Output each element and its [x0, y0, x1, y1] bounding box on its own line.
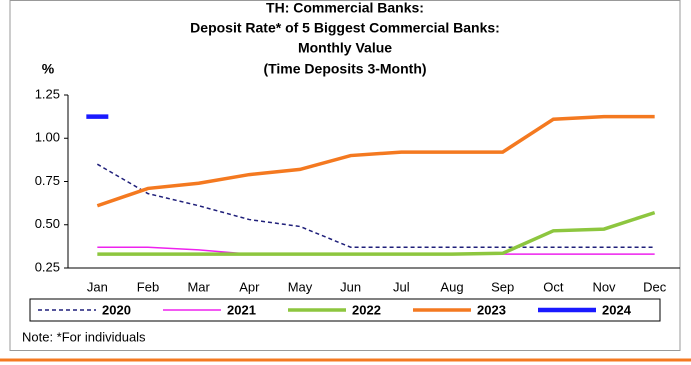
- x-tick-label: Sep: [491, 279, 514, 294]
- legend-label: 2023: [477, 302, 506, 317]
- x-tick-label: Jul: [393, 279, 410, 294]
- note: Note: *For individuals: [22, 329, 146, 344]
- x-tick-label: May: [288, 279, 313, 294]
- legend-label: 2021: [227, 302, 256, 317]
- y-tick-label: 1.00: [35, 130, 60, 145]
- chart-title: TH: Commercial Banks:: [266, 0, 424, 16]
- chart-title: Deposit Rate* of 5 Biggest Commercial Ba…: [190, 20, 500, 36]
- x-tick-label: Jun: [340, 279, 361, 294]
- series-line: [96, 163, 655, 248]
- chart-title: Monthly Value: [298, 40, 392, 56]
- x-tick-label: Feb: [137, 279, 159, 294]
- legend-label: 2024: [602, 302, 632, 317]
- y-tick-label: 0.75: [35, 173, 60, 188]
- y-tick-label: 0.50: [35, 216, 60, 231]
- chart-title: (Time Deposits 3-Month): [263, 61, 426, 77]
- series-line: [97, 210, 656, 256]
- x-tick-label: Nov: [592, 279, 616, 294]
- x-tick-label: Dec: [643, 279, 667, 294]
- legend-box: [29, 298, 661, 322]
- series-line: [96, 114, 655, 208]
- x-tick-label: Mar: [187, 279, 210, 294]
- legend-label: 2020: [102, 302, 131, 317]
- y-tick-label: 0.25: [35, 259, 60, 274]
- frame: [9, 0, 681, 351]
- y-axis-label: %: [42, 61, 55, 77]
- legend-label: 2022: [352, 302, 381, 317]
- x-tick-label: Oct: [543, 279, 564, 294]
- x-tick-label: Aug: [440, 279, 463, 294]
- x-tick-label: Jan: [87, 279, 108, 294]
- x-tick-label: Apr: [239, 279, 260, 294]
- y-tick-label: 1.25: [35, 86, 60, 101]
